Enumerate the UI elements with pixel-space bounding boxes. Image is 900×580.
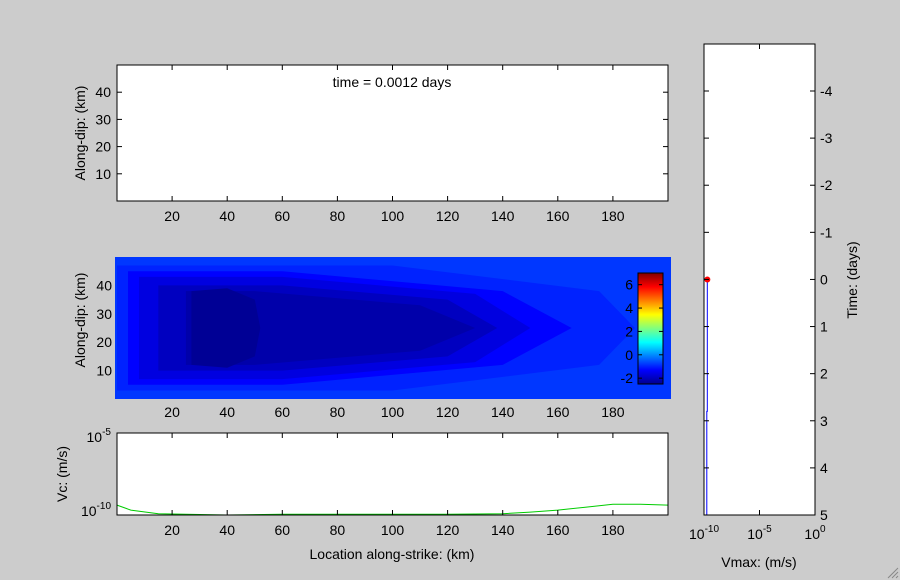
top-title: time = 0.0012 days bbox=[333, 74, 452, 90]
vmax-ytick-label: 2 bbox=[820, 366, 828, 382]
vc-xtick-label: 80 bbox=[330, 522, 346, 538]
heatmap-ytick-label: 40 bbox=[96, 277, 112, 293]
vmax-ytick-label: 1 bbox=[820, 319, 828, 335]
top-xtick-label: 140 bbox=[491, 208, 515, 224]
colorbar-ticks: -2 0 2 4 6 bbox=[621, 277, 663, 386]
vc-xtick-label: 100 bbox=[381, 522, 405, 538]
vmax-ytick-label: -1 bbox=[820, 224, 833, 240]
top-xtick-label: 20 bbox=[164, 208, 180, 224]
vc-xtick-label: 160 bbox=[546, 522, 570, 538]
vmax-ytick-label: 5 bbox=[820, 507, 828, 523]
vmax-axes-frame bbox=[703, 43, 816, 516]
vmax-ylabel: Time: (days) bbox=[844, 241, 860, 318]
heatmap-xtick-label: 40 bbox=[219, 404, 235, 420]
heatmap-ytick-label: 20 bbox=[96, 334, 112, 350]
vc-xtick-label: 180 bbox=[601, 522, 625, 538]
top-ytick-label: 20 bbox=[95, 139, 111, 155]
vmax-xtick-label: 10-5 bbox=[747, 524, 772, 542]
heatmap-field bbox=[115, 257, 671, 399]
heatmap-xtick-label: 100 bbox=[381, 404, 405, 420]
vc-xtick-label: 120 bbox=[436, 522, 460, 538]
colorbar-tick-label: -2 bbox=[621, 370, 634, 386]
vmax-series-line bbox=[706, 279, 708, 515]
top-axes-ticks: 20 40 60 80 100 120 140 160 180 10 20 30 40 bbox=[95, 65, 668, 224]
heatmap-xtick-label: 160 bbox=[546, 404, 570, 420]
heatmap-xtick-label: 80 bbox=[330, 404, 346, 420]
top-xtick-label: 40 bbox=[219, 208, 235, 224]
heatmap-xtick-label: 180 bbox=[601, 404, 625, 420]
heatmap-xtick-label: 140 bbox=[491, 404, 515, 420]
vc-ylabel: Vc: (m/s) bbox=[54, 446, 70, 502]
vc-xtick-label: 20 bbox=[164, 522, 180, 538]
heatmap-ytick-label: 30 bbox=[96, 306, 112, 322]
top-xtick-label: 100 bbox=[381, 208, 405, 224]
vc-ytick-label: 10-10 bbox=[81, 501, 111, 519]
vc-xtick-label: 140 bbox=[491, 522, 515, 538]
vc-xtick-label: 40 bbox=[219, 522, 235, 538]
top-axes-frame bbox=[116, 64, 669, 202]
top-xtick-label: 180 bbox=[601, 208, 625, 224]
vmax-ytick-label: 4 bbox=[820, 460, 828, 476]
heatmap-ylabel: Along-dip: (km) bbox=[72, 273, 88, 368]
vmax-xlabel: Vmax: (m/s) bbox=[721, 554, 796, 570]
vc-axes-background bbox=[117, 433, 668, 515]
top-xtick-label: 60 bbox=[275, 208, 291, 224]
heatmap-xtick-label: 60 bbox=[275, 404, 291, 420]
vmax-ticks: -4 -3 -2 -1 0 1 2 3 4 5 10-10 10-5 100 bbox=[689, 44, 833, 542]
vmax-ytick-label: -4 bbox=[820, 83, 833, 99]
vc-ytick-label: 10-5 bbox=[87, 427, 112, 445]
top-ylabel: Along-dip: (km) bbox=[72, 86, 88, 181]
top-xtick-label: 160 bbox=[546, 208, 570, 224]
vmax-xtick-label: 100 bbox=[804, 524, 826, 542]
colorbar-tick-label: 4 bbox=[625, 300, 633, 316]
top-ytick-label: 30 bbox=[95, 111, 111, 127]
top-xtick-label: 80 bbox=[330, 208, 346, 224]
colorbar bbox=[637, 272, 664, 385]
colorbar-tick-label: 6 bbox=[625, 277, 633, 293]
vc-xtick-label: 60 bbox=[275, 522, 291, 538]
vc-xlabel: Location along-strike: (km) bbox=[310, 546, 475, 562]
colorbar-tick-label: 0 bbox=[625, 347, 633, 363]
heatmap-contour-level bbox=[191, 288, 261, 368]
vmax-xtick-label: 10-10 bbox=[689, 524, 719, 542]
vc-panel: 20 40 60 80 100 120 140 160 180 10-10 10-5 Vc: (m/… bbox=[54, 427, 669, 562]
resize-grip-icon[interactable] bbox=[887, 567, 899, 579]
top-ytick-label: 40 bbox=[95, 84, 111, 100]
colorbar-tick-label: 2 bbox=[625, 323, 633, 339]
vc-axes-frame bbox=[116, 432, 669, 516]
top-xtick-label: 120 bbox=[436, 208, 460, 224]
vc-ticks: 20 40 60 80 100 120 140 160 180 10-10 10-5 bbox=[81, 427, 625, 538]
vmax-ytick-label: 0 bbox=[820, 271, 828, 287]
heatmap-ticks: 20 40 60 80 100 120 140 160 180 10 20 30 40 bbox=[96, 277, 624, 420]
vmax-ytick-label: -3 bbox=[820, 130, 833, 146]
heatmap-xtick-label: 20 bbox=[164, 404, 180, 420]
heatmap-ytick-label: 10 bbox=[96, 363, 112, 379]
vmax-ytick-label: -2 bbox=[820, 177, 833, 193]
vmax-ytick-label: 3 bbox=[820, 413, 828, 429]
top-axes-background bbox=[117, 65, 668, 201]
heatmap-xtick-label: 120 bbox=[436, 404, 460, 420]
top-ytick-label: 10 bbox=[95, 166, 111, 182]
top-panel: 20 40 60 80 100 120 140 160 180 10 20 30 40 time = 0… bbox=[72, 64, 669, 224]
vmax-axes-background bbox=[704, 44, 815, 515]
heatmap-contour-level bbox=[185, 291, 476, 365]
